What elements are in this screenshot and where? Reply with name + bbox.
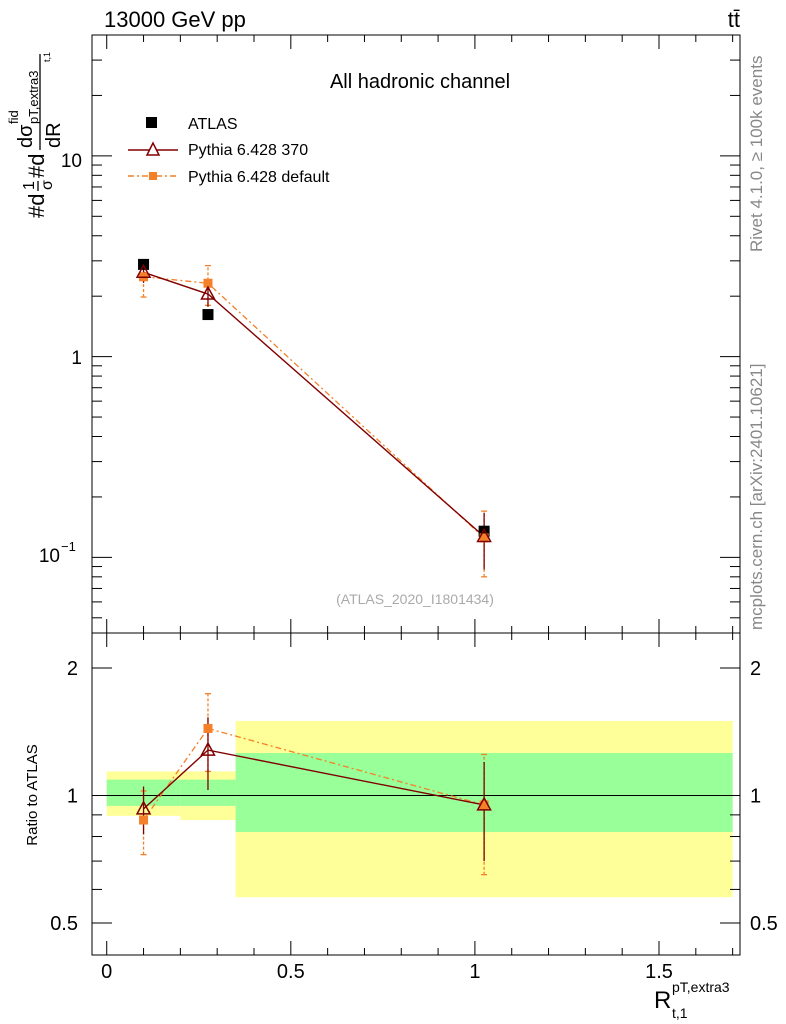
ylabel-part-sigma: σ: [39, 180, 56, 190]
header-process: tt̄: [728, 7, 740, 32]
point-pythia370: [200, 285, 216, 300]
ratio-point-pythia-default: [479, 800, 489, 810]
ratio-ytick-label-right: 2: [750, 658, 761, 680]
ylabel-part-ptextra3: pT,extra3: [26, 71, 41, 124]
ylabel-part-fid: fid: [6, 110, 21, 124]
ratio-data-layer: [135, 693, 492, 876]
point-pythia-default: [203, 278, 213, 288]
legend-label-pythia-default: Pythia 6.428 default: [188, 169, 330, 186]
point-pythia370: [476, 527, 492, 543]
ratio-point-pythia370: [200, 741, 216, 756]
ratio-ytick-label-left: 1: [67, 785, 78, 807]
ylabel-part-dR: dR: [43, 122, 65, 148]
ratio-point-pythia-default: [139, 815, 149, 825]
main-data-layer: [135, 258, 492, 578]
xtick-label: 1.5: [645, 961, 673, 983]
xlabel-sub: t,1: [672, 1005, 688, 1021]
main-ticks: [92, 34, 740, 633]
series-line-pythia370: [143, 271, 485, 538]
ytick-label-1: 1: [71, 348, 82, 369]
main-ylabel: #d 1 σ #d dσ fid pT,extra3 t,1 dR: [6, 52, 65, 218]
ylabel-part-one: 1: [21, 181, 38, 190]
ratio-point-pythia370: [476, 796, 492, 811]
ytick-label-0.1-base: 10: [39, 546, 60, 567]
legend: ATLAS Pythia 6.428 370 Pythia 6.428 defa…: [128, 116, 330, 186]
ytick-label-10: 10: [61, 151, 82, 172]
main-panel: All hadronic channel (ATLAS_2020_I180143…: [6, 34, 741, 634]
ylabel-part-t1: t,1: [42, 52, 52, 62]
ratio-point-pythia-default: [203, 723, 213, 733]
ylabel-part-d1: #d: [24, 194, 49, 218]
legend-label-atlas: ATLAS: [188, 116, 238, 133]
header-energy: 13000 GeV pp: [104, 7, 246, 32]
legend-marker-pythia-default: [149, 172, 157, 180]
ratio-ytick-label-right: 1: [750, 785, 761, 807]
analysis-watermark: (ATLAS_2020_I1801434): [336, 591, 494, 607]
legend-marker-atlas: [146, 117, 157, 128]
point-atlas: [202, 309, 214, 321]
legend-label-pythia370: Pythia 6.428 370: [188, 142, 308, 159]
ratio-point-pythia370: [135, 800, 152, 815]
point-pythia370: [135, 263, 152, 279]
ratio-ylabel: Ratio to ATLAS: [24, 744, 41, 845]
mcplots-label: mcplots.cern.ch [arXiv:2401.10621]: [747, 364, 766, 630]
xtick-label: 1: [469, 961, 480, 983]
point-pythia-default: [479, 533, 489, 543]
point-atlas: [478, 525, 490, 537]
ratio-bands: [92, 720, 740, 898]
xtick-label: 0: [101, 961, 112, 983]
xlabel-main: R: [654, 987, 671, 1014]
ratio-ytick-label-right: 0.5: [750, 913, 778, 935]
xlabel: R pT,extra3 t,1: [654, 979, 730, 1021]
ytick-label-0.1-exp: −1: [61, 539, 76, 554]
ratio-ytick-label-left: 0.5: [50, 913, 78, 935]
xtick-label: 0.5: [277, 961, 305, 983]
ylabel-part-d2: #d: [24, 154, 49, 178]
legend-marker-pythia370: [145, 141, 161, 156]
series-line-pythia-default: [143, 276, 485, 539]
xlabel-sup: pT,extra3: [672, 979, 730, 995]
ratio-panel: 2 2 1 1 0.5 0.5 0 0.5 1 1.5 Ratio to ATLAS R pT,e…: [24, 632, 778, 1021]
ratio-frame: [91, 632, 741, 956]
main-title: All hadronic channel: [330, 71, 510, 93]
ratio-ticks: 2 2 1 1 0.5 0.5 0 0.5 1 1.5: [50, 633, 778, 983]
ylabel-part-dsigma: dσ: [15, 124, 37, 148]
rivet-label: Rivet 4.1.0, ≥ 100k events: [747, 56, 766, 252]
ratio-ytick-label-left: 2: [67, 658, 78, 680]
